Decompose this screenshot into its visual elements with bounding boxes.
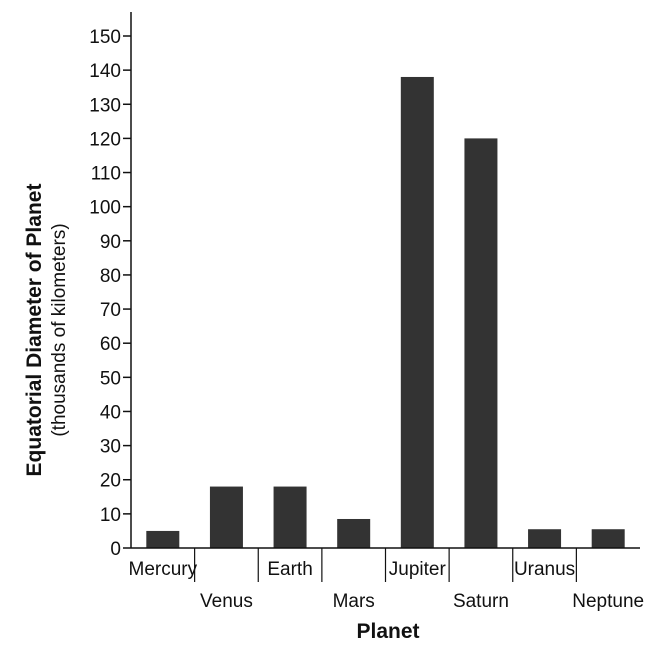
x-axis-title: Planet xyxy=(356,620,419,643)
bar-earth xyxy=(273,486,307,548)
x-tick-label-venus: Venus xyxy=(200,591,253,612)
y-tick-label: 0 xyxy=(110,539,121,560)
x-tick-label-mercury: Mercury xyxy=(129,559,198,580)
bar-venus xyxy=(209,486,243,548)
x-tick-label-mars: Mars xyxy=(333,591,375,612)
y-tick-label: 90 xyxy=(100,232,121,253)
y-axis-title: Equatorial Diameter of Planet xyxy=(23,184,46,477)
y-tick-label: 100 xyxy=(89,198,121,219)
y-tick-label: 40 xyxy=(100,402,121,423)
y-tick-label: 60 xyxy=(100,334,121,355)
y-tick-label: 140 xyxy=(89,61,121,82)
x-tick-label-jupiter: Jupiter xyxy=(389,559,447,580)
y-tick-label: 10 xyxy=(100,505,121,526)
y-tick-label: 130 xyxy=(89,95,121,116)
y-tick-label: 80 xyxy=(100,266,121,287)
y-tick-label: 70 xyxy=(100,300,121,321)
x-tick-label-earth: Earth xyxy=(267,559,312,580)
bar-jupiter xyxy=(400,76,434,549)
y-tick-label: 120 xyxy=(89,129,121,150)
bar-mercury xyxy=(146,530,180,548)
bar-uranus xyxy=(528,529,562,548)
bar-neptune xyxy=(591,529,625,548)
y-tick-label: 50 xyxy=(100,368,121,389)
bar-saturn xyxy=(464,138,498,548)
y-axis-ticks: 0 10 20 30 40 50 60 70 80 90 100 110 120 130 140 150 xyxy=(89,27,131,560)
bars xyxy=(146,76,625,549)
x-tick-label-neptune: Neptune xyxy=(572,591,644,612)
y-tick-label: 20 xyxy=(100,471,121,492)
x-tick-label-uranus: Uranus xyxy=(514,559,575,580)
y-tick-label: 110 xyxy=(91,164,121,185)
y-axis-subtitle: (thousands of kilometers) xyxy=(49,223,70,436)
x-tick-label-saturn: Saturn xyxy=(453,591,509,612)
x-axis-ticks xyxy=(194,548,577,582)
y-tick-label: 30 xyxy=(100,437,121,458)
y-tick-label: 150 xyxy=(89,27,121,48)
y-axis-title-group: Equatorial Diameter of Planet (thousands… xyxy=(23,184,70,477)
bar-mars xyxy=(337,518,371,548)
